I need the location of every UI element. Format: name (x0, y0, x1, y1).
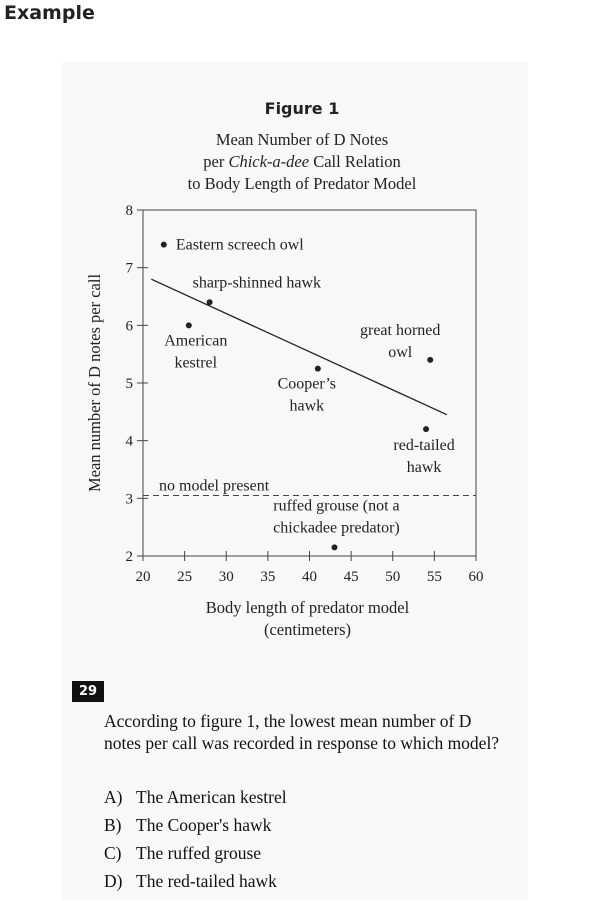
figure-label: Figure 1 (265, 99, 340, 118)
chart-title-line: to Body Length of Predator Model (188, 174, 417, 193)
chart-title-line: Mean Number of D Notes (216, 130, 388, 149)
y-tick-label: 3 (126, 491, 134, 507)
point-label: Eastern screech owl (176, 237, 304, 254)
point-label: red-tailed (393, 437, 454, 454)
trend-line (151, 278, 448, 416)
data-point (423, 426, 430, 433)
data-point (160, 241, 167, 248)
figure-card: Figure 1 Mean Number of D Notes per Chick-… (62, 62, 528, 900)
x-tick-label: 30 (219, 569, 234, 585)
choice-text: The red-tailed hawk (136, 871, 277, 891)
choice-text: The ruffed grouse (136, 843, 262, 863)
y-tick-label: 7 (126, 261, 134, 277)
point-label: great horned (360, 322, 440, 339)
x-tick-label: 35 (260, 569, 275, 585)
x-tick-label: 60 (469, 569, 484, 585)
y-tick-label: 4 (126, 434, 134, 450)
x-tick-label: 40 (302, 569, 317, 585)
x-tick-label: 20 (136, 569, 151, 585)
point-label: sharp-shinned hawk (193, 274, 321, 291)
scatter-chart: Figure 1 Mean Number of D Notes per Chick-… (85, 99, 484, 639)
point-label: Cooper’s (278, 376, 336, 393)
y-tick-label: 6 (126, 318, 134, 334)
question-number: 29 (72, 681, 104, 702)
data-point (331, 544, 338, 551)
choice-text: The American kestrel (136, 787, 287, 807)
section-heading: Example (4, 2, 95, 24)
point-label: owl (388, 344, 413, 361)
data-point (427, 356, 434, 363)
y-tick-label: 5 (126, 376, 134, 392)
choice-letter: D) (104, 871, 123, 891)
choice-text: The Cooper's hawk (136, 815, 272, 835)
point-label: hawk (289, 398, 324, 415)
data-point (206, 299, 213, 306)
question-text: According to figure 1, the lowest mean n… (104, 711, 500, 753)
reference-line-label: no model present (159, 477, 270, 494)
chart-title-line: per Chick-a-dee Call Relation (203, 152, 400, 171)
x-tick-label: 45 (344, 569, 359, 585)
y-axis-label: Mean number of D notes per call (85, 274, 104, 493)
x-tick-label: 55 (427, 569, 442, 585)
x-tick-label: 25 (177, 569, 192, 585)
point-label: American (164, 332, 227, 349)
choice-letter: C) (104, 843, 122, 863)
point-label: kestrel (174, 354, 217, 371)
choice-c[interactable]: C) The ruffed grouse (104, 843, 261, 864)
choice-a[interactable]: A) The American kestrel (104, 787, 287, 808)
point-label: ruffed grouse (not a (273, 497, 399, 514)
data-point (185, 322, 192, 329)
choice-letter: A) (104, 787, 123, 807)
choice-b[interactable]: B) The Cooper's hawk (104, 815, 271, 836)
choice-d[interactable]: D) The red-tailed hawk (104, 871, 277, 892)
x-axis-label: (centimeters) (264, 620, 351, 639)
point-label: hawk (407, 459, 442, 476)
x-axis-label: Body length of predator model (206, 598, 410, 617)
x-tick-label: 50 (385, 569, 400, 585)
data-point (314, 365, 321, 372)
point-label: chickadee predator) (273, 519, 400, 536)
choice-letter: B) (104, 815, 122, 835)
y-tick-label: 8 (126, 203, 134, 219)
y-tick-label: 2 (126, 549, 134, 565)
